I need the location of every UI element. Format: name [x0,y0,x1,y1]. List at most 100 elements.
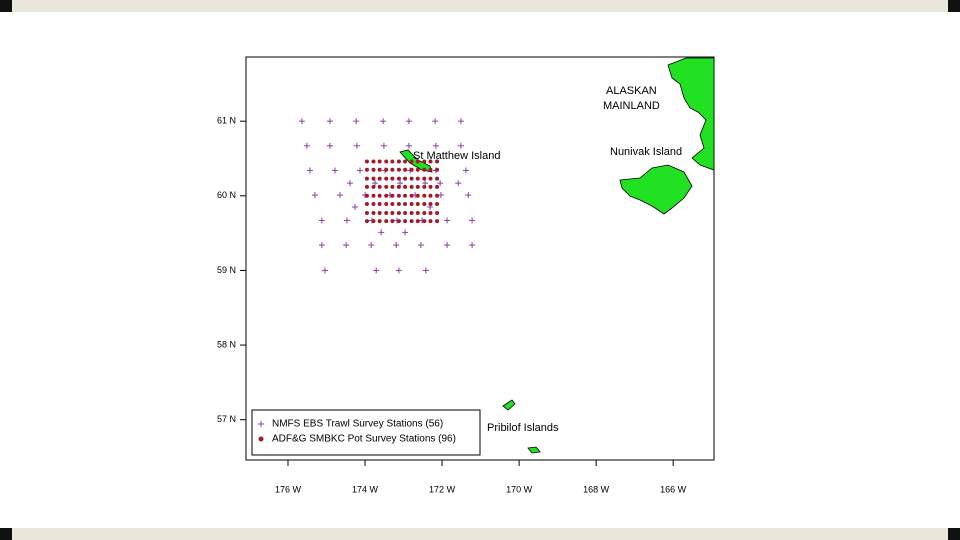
y-tick-label: 58 N [217,339,236,349]
station-dot [415,159,420,164]
station-dot [396,167,401,172]
station-dot [390,193,395,198]
station-dot [422,219,427,224]
station-dot [403,193,408,198]
station-plus [353,118,360,125]
station-dot [364,167,369,172]
x-tick-label: 174 W [352,484,379,494]
station-dot [435,219,440,224]
y-tick-label: 61 N [217,116,236,126]
station-plus [336,192,343,199]
station-dot [390,159,395,164]
station-dot [364,202,369,207]
station-plus [298,118,305,125]
station-dot [403,176,408,181]
station-plus [326,142,333,149]
alaska-mainland [667,57,715,171]
station-plus [457,118,464,125]
station-dot [390,210,395,215]
station-dot [428,176,433,181]
station-dot [390,202,395,207]
legend-entry: NMFS EBS Trawl Survey Stations (56) [258,419,443,430]
station-plus [462,167,469,174]
station-dot [396,210,401,215]
station-dot [396,159,401,164]
station-dot [377,193,382,198]
station-dot [377,176,382,181]
station-dot [415,219,420,224]
station-plus [455,180,462,187]
station-dot [384,167,389,172]
station-dot [409,159,414,164]
annotation: St Matthew Island [413,150,500,162]
station-plus [469,217,476,224]
station-dot [371,210,376,215]
pribilof-island [502,399,516,411]
station-dot [403,184,408,189]
station-dot [371,159,376,164]
station-plus [347,180,353,187]
station-dot [435,167,440,172]
station-dot [409,202,414,207]
y-tick-label: 60 N [217,190,236,200]
station-dot [415,167,420,172]
station-dot [422,210,427,215]
station-dot [435,202,440,207]
station-dot [377,159,382,164]
station-dot [384,193,389,198]
station-dot [422,167,427,172]
station-dot [377,184,382,189]
station-plus [395,267,402,274]
station-plus [331,167,338,174]
station-plus [326,118,333,125]
pribilof-island [527,446,541,454]
station-dot [435,210,440,215]
legend-box [251,409,481,456]
x-tick-label: 170 W [506,484,533,494]
station-plus [380,142,387,149]
station-dot [428,159,433,164]
plot-frame [245,56,715,461]
station-dot [415,202,420,207]
station-dot [428,167,433,172]
station-dot [403,202,408,207]
station-dot [403,159,408,164]
station-plus [422,267,429,274]
x-tick-label: 168 W [583,484,610,494]
station-dot [415,193,420,198]
x-tick-label: 176 W [275,484,302,494]
station-plus [432,142,439,149]
station-dot [409,193,414,198]
station-plus [372,180,379,187]
nunivak-island [619,164,693,215]
legend-entry: ADF&G SMBKC Pot Survey Stations (96) [258,434,456,445]
station-dot [409,210,414,215]
station-dot [384,219,389,224]
station-dot [371,193,376,198]
station-dot [377,167,382,172]
corner [0,0,12,12]
station-dot [390,219,395,224]
station-plus [380,118,387,125]
station-plus [397,180,404,187]
station-dot [403,167,408,172]
legend-label: ADF&G SMBKC Pot Survey Stations (96) [272,434,456,445]
x-tick-label: 166 W [660,484,687,494]
station-plus [306,167,313,174]
station-dot [422,184,427,189]
station-dot [377,202,382,207]
annotation: Pribilof Islands [487,422,559,434]
station-dot [422,202,427,207]
corner [948,0,960,12]
station-plus [417,242,424,249]
station-plus [457,142,464,149]
annotation: ALASKAN [606,85,657,97]
station-plus [318,242,325,249]
station-dot [435,193,440,198]
station-dot [364,159,369,164]
station-dot [384,210,389,215]
station-dot [403,219,408,224]
station-plus [393,242,400,249]
station-dot [384,176,389,181]
